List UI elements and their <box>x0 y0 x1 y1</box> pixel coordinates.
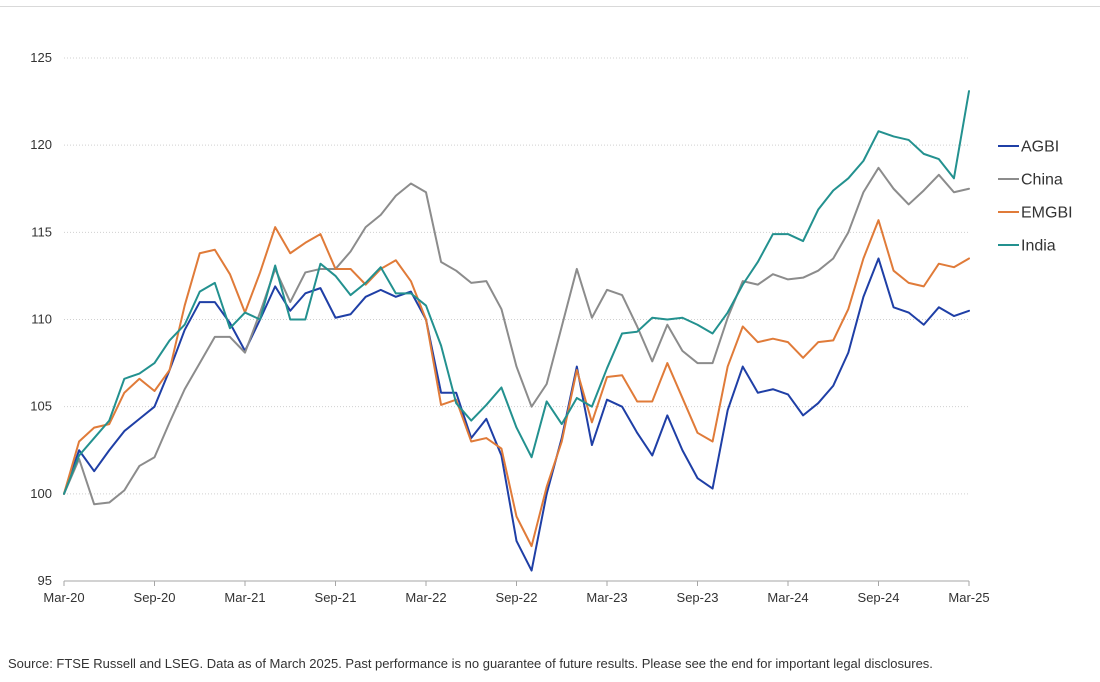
legend-label: EMGBI <box>1021 205 1073 222</box>
series-line-india <box>63 90 970 495</box>
x-tick-label: Sep-20 <box>134 590 176 605</box>
series-line-china <box>63 166 970 506</box>
legend: AGBI China EMGBI India <box>998 139 1073 255</box>
y-axis-tick-labels: 95 100 105 110 115 120 125 <box>30 50 52 588</box>
x-tick-label: Mar-25 <box>948 590 989 605</box>
y-tick-label: 110 <box>31 312 52 327</box>
legend-label: AGBI <box>1021 139 1059 156</box>
x-axis-tick-labels: Mar-20 Sep-20 Mar-21 Sep-21 Mar-22 Sep-22 Mar-… <box>43 590 989 605</box>
legend-item-china: China <box>998 172 1063 189</box>
x-tick-label: Mar-20 <box>43 590 84 605</box>
series-lines <box>63 90 970 572</box>
line-chart: 95 100 105 110 115 120 125 Mar-20 Sep-20 Mar-21 S… <box>30 50 1073 605</box>
legend-label: China <box>1021 172 1063 189</box>
x-tick-label: Sep-24 <box>858 590 900 605</box>
x-tick-label: Sep-21 <box>315 590 357 605</box>
y-tick-label: 125 <box>30 50 52 65</box>
x-tick-label: Mar-21 <box>224 590 265 605</box>
source-footnote: Source: FTSE Russell and LSEG. Data as o… <box>8 656 933 671</box>
legend-label: India <box>1021 238 1056 255</box>
series-line-agbi <box>63 257 970 572</box>
x-tick-label: Sep-23 <box>677 590 719 605</box>
axes <box>63 580 970 586</box>
y-tick-label: 95 <box>38 573 52 588</box>
y-tick-label: 120 <box>30 137 52 152</box>
series-line-emgbi <box>63 219 970 548</box>
x-tick-label: Mar-24 <box>767 590 808 605</box>
x-tick-label: Mar-23 <box>586 590 627 605</box>
x-tick-label: Mar-22 <box>405 590 446 605</box>
top-divider <box>0 6 1100 7</box>
legend-item-india: India <box>998 238 1056 255</box>
legend-item-emgbi: EMGBI <box>998 205 1073 222</box>
y-tick-label: 115 <box>31 224 52 239</box>
x-tick-label: Sep-22 <box>496 590 538 605</box>
y-tick-label: 100 <box>30 486 52 501</box>
legend-item-agbi: AGBI <box>998 139 1059 156</box>
y-tick-label: 105 <box>30 399 52 414</box>
grid-lines <box>64 57 969 495</box>
